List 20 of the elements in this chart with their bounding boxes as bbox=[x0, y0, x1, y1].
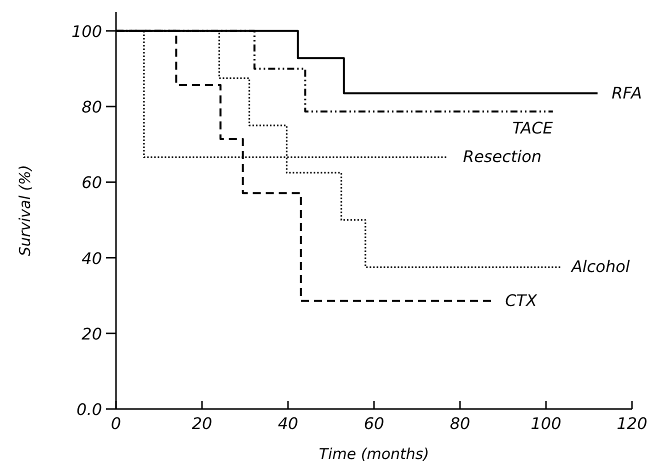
y-tick-label: 60 bbox=[82, 173, 102, 192]
x-tick-label: 20 bbox=[192, 414, 212, 433]
y-tick-label: 0.0 bbox=[76, 400, 102, 419]
y-axis-title: Survival (%) bbox=[16, 164, 34, 256]
y-tick-label: 20 bbox=[82, 324, 102, 344]
x-axis-title: Time (months) bbox=[318, 445, 430, 463]
y-tick-label: 80 bbox=[82, 98, 102, 117]
x-tick-label: 0 bbox=[110, 414, 122, 433]
series-label: TACE bbox=[512, 118, 554, 138]
x-tick-label: 80 bbox=[450, 414, 470, 433]
series-label: CTX bbox=[505, 290, 538, 310]
series-label: RFA bbox=[612, 83, 642, 102]
x-tick-label: 60 bbox=[364, 414, 384, 433]
x-tick-label: 100 bbox=[530, 414, 562, 433]
y-tick-label: 40 bbox=[82, 248, 102, 268]
series-label: Alcohol bbox=[570, 257, 630, 276]
x-tick-label: 40 bbox=[278, 414, 298, 433]
series-label: Resection bbox=[462, 147, 542, 166]
y-tick-label: 100 bbox=[71, 22, 102, 41]
x-tick-label: 120 bbox=[616, 414, 648, 433]
